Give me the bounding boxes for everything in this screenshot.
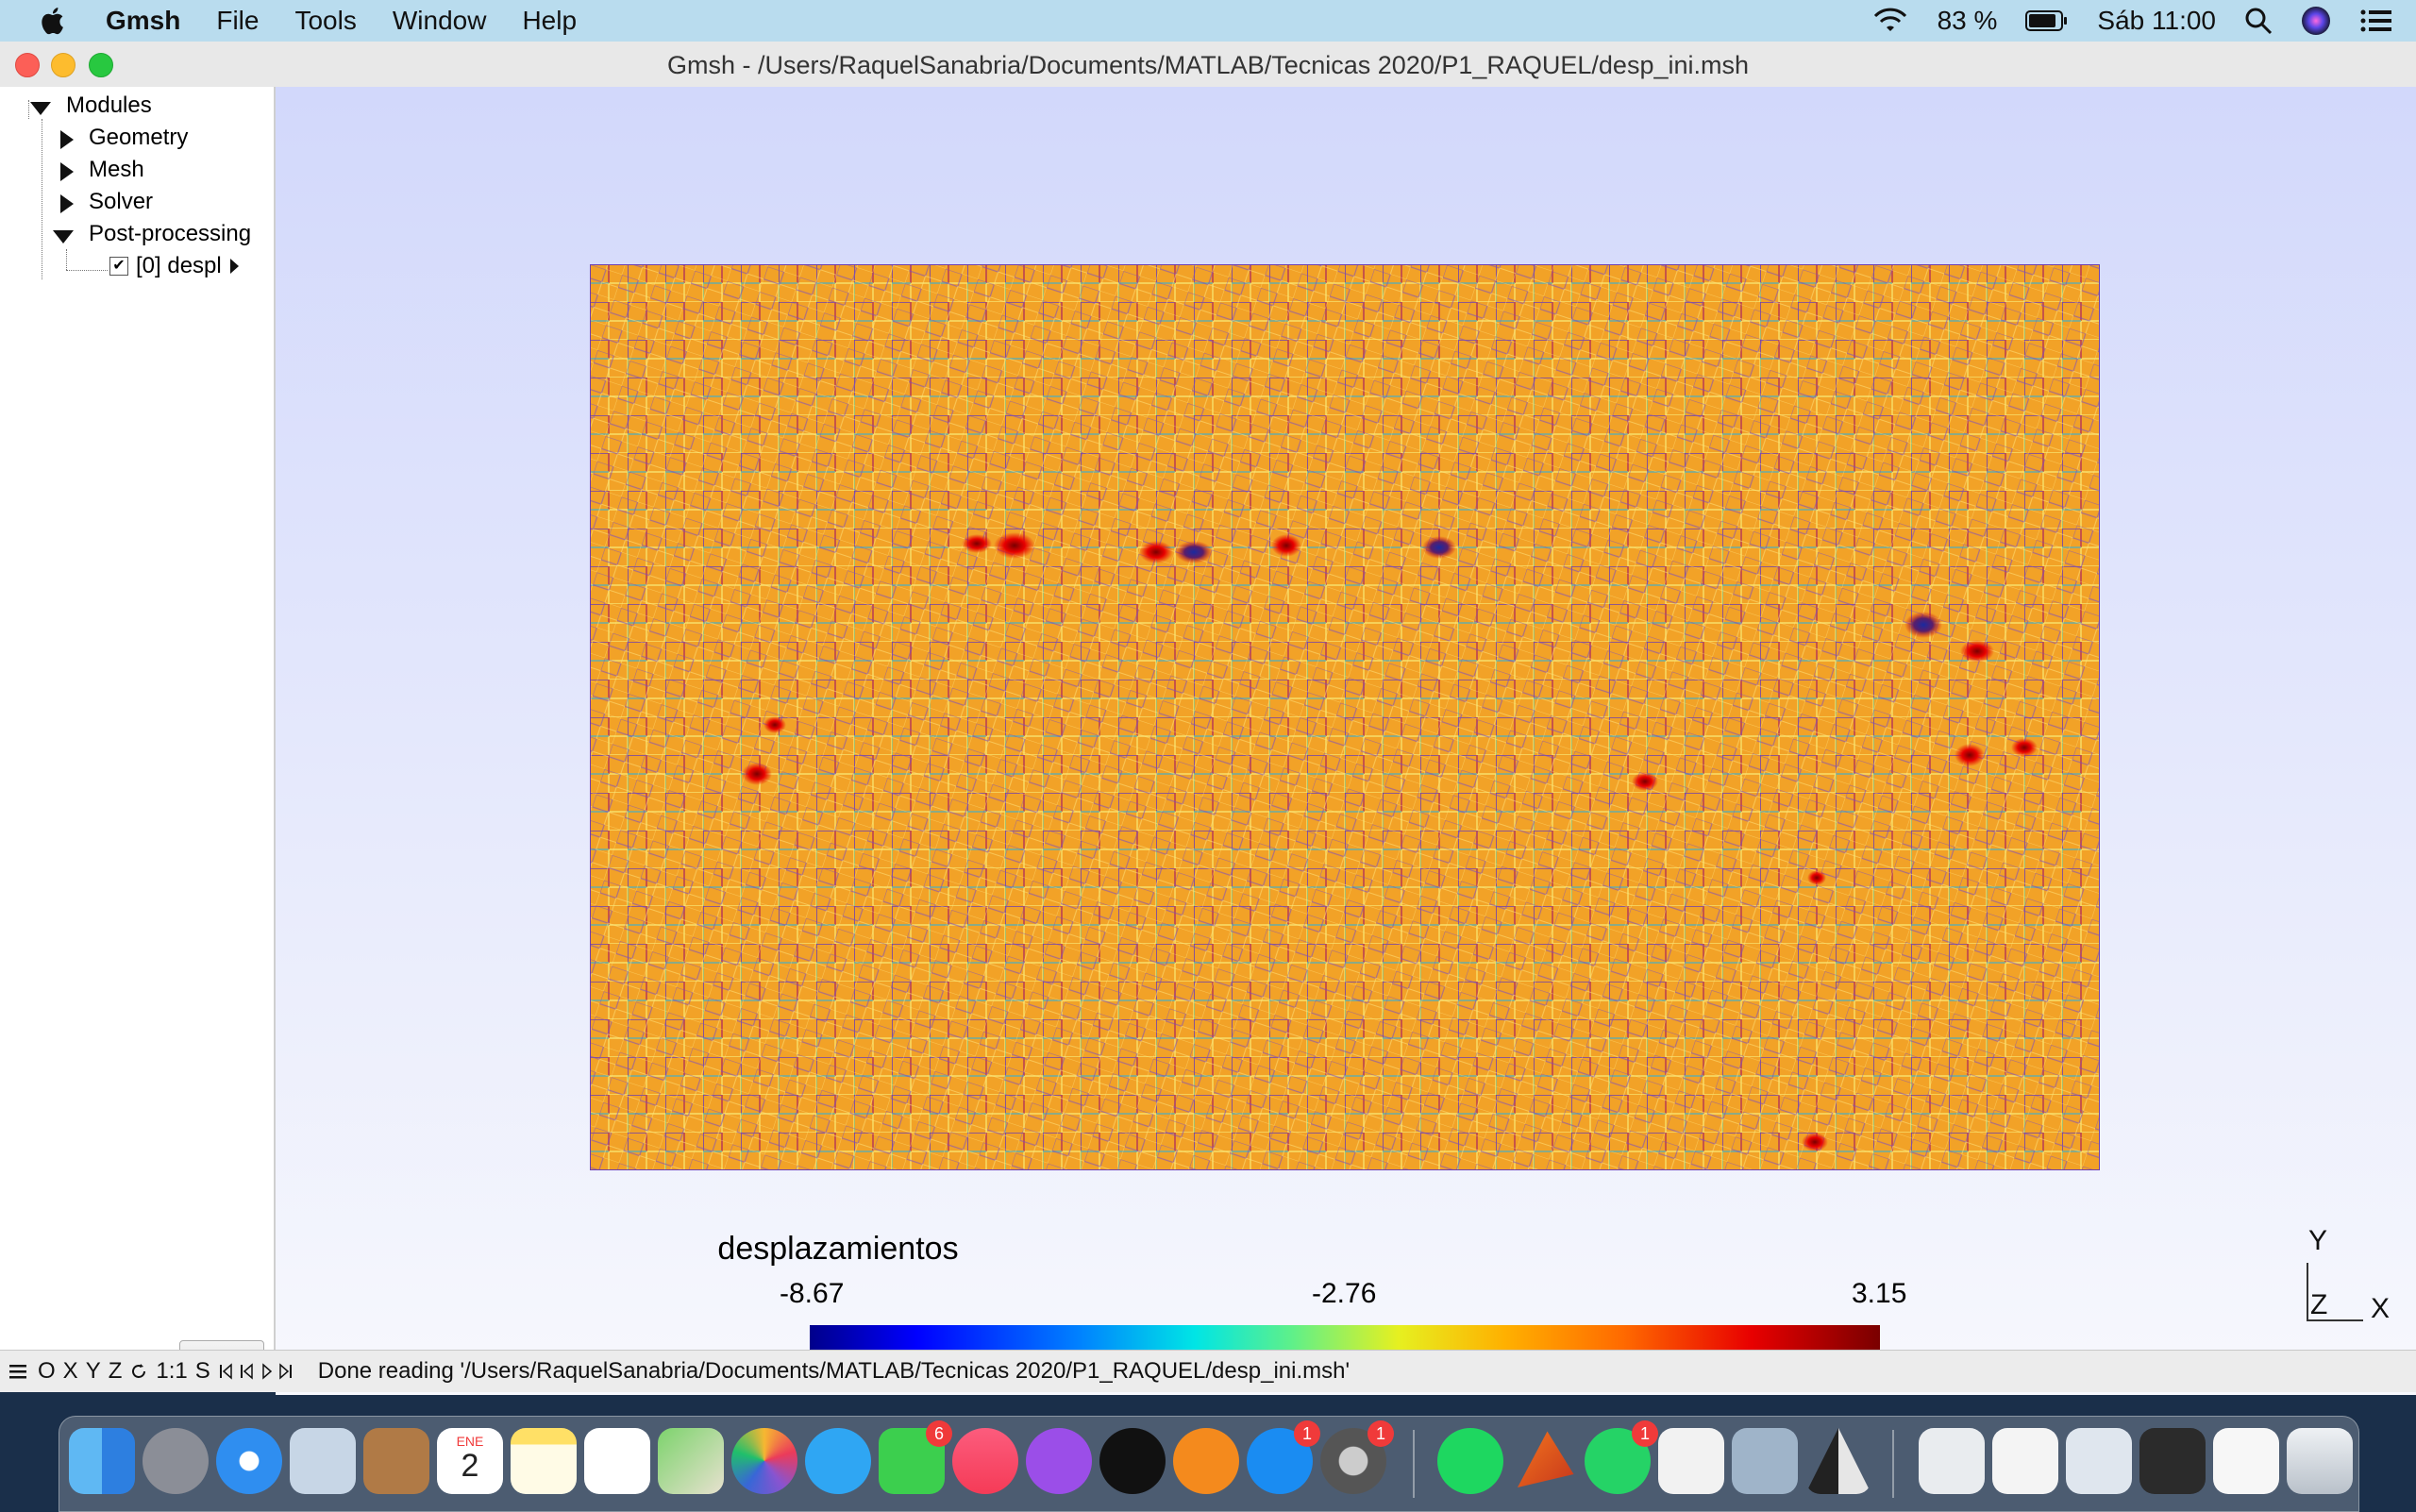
window-thumbnail-3[interactable]	[2139, 1428, 2206, 1494]
app-store-badge: 1	[1294, 1420, 1320, 1447]
menu-bar: Gmsh File Tools Window Help 83 % Sáb 11:…	[0, 0, 2416, 42]
apple-tv-icon[interactable]	[1099, 1428, 1166, 1494]
close-window-button[interactable]	[15, 53, 40, 77]
mail-icon[interactable]	[290, 1428, 356, 1494]
mesh-plot[interactable]	[590, 264, 2100, 1170]
legend-max-label: 3.15	[1852, 1278, 1907, 1309]
collapse-post-processing-icon[interactable]	[53, 230, 74, 244]
calendar-month: ENE	[456, 1434, 484, 1449]
tree-item-solver[interactable]: Solver	[89, 189, 154, 214]
facetime-icon[interactable]: 6	[879, 1420, 952, 1494]
axis-z-label: Z	[2310, 1289, 2328, 1320]
preview-icon[interactable]	[1732, 1428, 1798, 1494]
facetime-badge: 6	[926, 1420, 952, 1447]
whatsapp-icon[interactable]: 1	[1585, 1420, 1658, 1494]
messages-icon[interactable]	[805, 1428, 871, 1494]
music-icon[interactable]	[952, 1428, 1018, 1494]
maps-icon[interactable]	[658, 1428, 724, 1494]
view-y-button[interactable]: Y	[85, 1358, 101, 1384]
legend-title: desplazamientos	[717, 1231, 959, 1267]
animation-controls-icon[interactable]	[218, 1361, 303, 1382]
modules-tree-panel: Modules Geometry Mesh Solver Post-proces…	[0, 87, 276, 1389]
textedit-icon[interactable]	[1658, 1428, 1724, 1494]
window-thumbnail-1[interactable]	[1992, 1428, 2058, 1494]
graphics-viewport[interactable]: desplazamientos -8.67 -2.76 3.15 Y Z X	[276, 87, 2416, 1395]
menu-toggle-icon[interactable]	[8, 1362, 30, 1381]
apple-icon[interactable]	[38, 5, 70, 37]
dock: ENE 2 6 1 1 1	[59, 1416, 2359, 1512]
axes-indicator: Y Z X	[2293, 1225, 2397, 1329]
spotify-icon[interactable]	[1437, 1428, 1503, 1494]
view-x-button[interactable]: X	[62, 1358, 78, 1384]
scale-1-1-button[interactable]: 1:1	[156, 1358, 188, 1384]
menubar-clock[interactable]: Sáb 11:00	[2097, 6, 2216, 35]
window-title: Gmsh - /Users/RaquelSanabria/Documents/M…	[666, 51, 1749, 79]
expand-geometry-icon[interactable]	[60, 130, 74, 149]
wifi-icon[interactable]	[1871, 7, 1909, 35]
zoom-window-button[interactable]	[89, 53, 113, 77]
calendar-day: 2	[461, 1448, 479, 1484]
axis-x-label: X	[2371, 1293, 2391, 1324]
title-bar[interactable]: Gmsh - /Users/RaquelSanabria/Documents/M…	[0, 42, 2416, 88]
whatsapp-badge: 1	[1632, 1420, 1658, 1447]
reminders-icon[interactable]	[584, 1428, 650, 1494]
siri-icon[interactable]	[2301, 6, 2331, 36]
menu-help[interactable]: Help	[522, 6, 578, 35]
tree-item-modules[interactable]: Modules	[66, 92, 152, 118]
displacement-hotspots	[742, 532, 2038, 1151]
podcasts-icon[interactable]	[1026, 1428, 1092, 1494]
gmsh-window: Gmsh - /Users/RaquelSanabria/Documents/M…	[0, 42, 2416, 1395]
legend-mid-label: -2.76	[1312, 1278, 1377, 1309]
battery-icon[interactable]	[2025, 9, 2069, 32]
calendar-icon[interactable]: ENE 2	[437, 1428, 503, 1494]
collapse-modules-icon[interactable]	[30, 102, 51, 115]
window-thumbnail-4[interactable]	[2213, 1428, 2279, 1494]
legend-min-label: -8.67	[780, 1278, 845, 1309]
spotlight-search-icon[interactable]	[2244, 7, 2273, 35]
trash-icon[interactable]	[2287, 1428, 2353, 1494]
status-message: Done reading '/Users/RaquelSanabria/Docu…	[317, 1358, 1351, 1384]
contacts-icon[interactable]	[363, 1428, 429, 1494]
tree-item-view-0[interactable]: [0] despl	[136, 253, 222, 278]
system-preferences-icon[interactable]: 1	[1320, 1420, 1394, 1494]
view-origin-button[interactable]: O	[38, 1358, 56, 1384]
status-bar: O X Y Z 1:1 S Done reading '/Users/Raque…	[0, 1350, 2416, 1392]
documents-stack-icon[interactable]	[1919, 1428, 1985, 1494]
photos-icon[interactable]	[731, 1428, 797, 1494]
expand-solver-icon[interactable]	[60, 194, 74, 213]
finder-icon[interactable]	[69, 1428, 135, 1494]
notification-center-icon[interactable]	[2359, 8, 2393, 34]
tree-item-geometry[interactable]: Geometry	[89, 125, 189, 150]
axis-y-label: Y	[2308, 1225, 2328, 1256]
view-z-button[interactable]: Z	[108, 1358, 123, 1384]
view-options-arrow-icon[interactable]	[230, 259, 239, 274]
gmsh-icon[interactable]	[1805, 1428, 1871, 1494]
app-menu-gmsh[interactable]: Gmsh	[106, 6, 181, 35]
tree-item-mesh[interactable]: Mesh	[89, 157, 144, 182]
rotate-view-icon[interactable]	[129, 1362, 148, 1381]
minimize-window-button[interactable]	[51, 53, 76, 77]
select-button[interactable]: S	[194, 1358, 210, 1384]
safari-icon[interactable]	[216, 1428, 282, 1494]
menu-tools[interactable]: Tools	[294, 6, 357, 35]
matlab-icon[interactable]	[1518, 1431, 1574, 1487]
menu-window[interactable]: Window	[392, 6, 487, 35]
battery-percent: 83 %	[1937, 6, 1998, 35]
expand-mesh-icon[interactable]	[60, 162, 74, 181]
view-visibility-checkbox[interactable]: ✔	[109, 257, 128, 276]
menu-file[interactable]: File	[216, 6, 260, 35]
launchpad-icon[interactable]	[143, 1428, 209, 1494]
books-icon[interactable]	[1173, 1428, 1239, 1494]
tree-item-post-processing[interactable]: Post-processing	[89, 221, 252, 246]
notes-icon[interactable]	[511, 1428, 577, 1494]
window-thumbnail-2[interactable]	[2066, 1428, 2132, 1494]
system-preferences-badge: 1	[1367, 1420, 1394, 1447]
app-store-icon[interactable]: 1	[1247, 1420, 1320, 1494]
